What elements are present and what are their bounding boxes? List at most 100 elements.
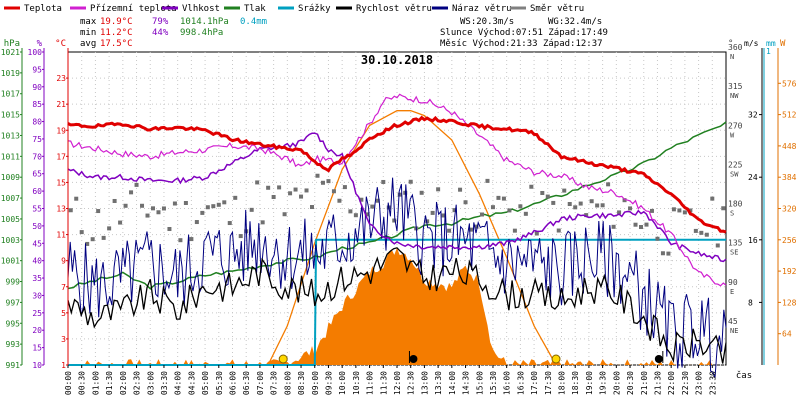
direction-point [96,209,101,214]
legend-label-smer: Směr větru [530,4,584,14]
direction-point [118,220,123,225]
temperature-line [67,115,727,234]
direction-point [441,213,446,218]
direction-point [436,187,441,192]
x-tick-label: 17:30 [544,371,553,395]
direction-point [238,234,243,239]
wind-axis-tick-label: 16 [748,236,758,245]
x-tick-label: 19:00 [585,371,594,395]
pressure-axis-unit: hPa [4,39,20,49]
stats-hum-min: 44% [152,28,169,38]
x-tick-label: 16:00 [503,371,512,395]
plot-area [67,93,727,379]
direction-point [721,206,726,211]
sun-axis-tick-label: 512 [782,111,797,120]
pressure-axis-tick-label: 1015 [1,111,20,120]
x-tick-label: 03:00 [146,371,155,395]
x-tick-label: 18:30 [571,371,580,395]
x-tick-label: 18:00 [558,371,567,395]
direction-point [573,205,578,210]
direction-point [381,179,386,184]
direction-point [282,212,287,217]
x-tick-label: 20:00 [612,371,621,395]
wind-axis-tick-label: 24 [748,173,758,182]
sun-axis-tick-label: 64 [782,330,792,339]
rain-axis-top-label: 1 [766,47,771,56]
direction-point [255,180,260,185]
direction-point [359,197,364,202]
direction-tick-label: 135 [728,239,743,248]
direction-tick-label: 225 [728,160,743,169]
x-tick-label: 08:30 [297,371,306,395]
direction-point [364,212,369,217]
direction-point [79,230,84,235]
direction-point [617,210,622,215]
ground-temp-line [67,93,727,287]
x-tick-label: 20:30 [626,371,635,395]
direction-tick-dir: SE [730,249,738,257]
sun-axis-unit: W [780,39,786,49]
legend-label-rychlost: Rychlost větru [356,4,432,14]
x-tick-label: 22:00 [667,371,676,395]
direction-tick-label: 360 [728,43,743,52]
direction-point [628,206,633,211]
direction-point [129,190,134,195]
direction-point [227,221,232,226]
x-tick-label: 00:00 [64,371,73,395]
humidity-line [67,132,727,263]
pressure-axis-tick-label: 1013 [1,131,20,140]
direction-tick-dir: NE [730,327,738,335]
direction-point [551,200,556,205]
direction-point [326,179,331,184]
x-tick-label: 09:00 [311,371,320,395]
direction-point [249,207,254,212]
humidity-axis-tick-label: 25 [32,309,42,318]
direction-point [682,210,687,215]
x-tick-label: 17:00 [530,371,539,395]
temperature-axis-tick-label: 9 [61,257,66,266]
humidity-axis-tick-label: 10 [32,361,42,370]
pressure-axis-tick-label: 1017 [1,90,20,99]
sun-axis-tick-label: 128 [782,298,797,307]
stats-label-min: min [80,28,96,38]
pressure-axis-tick-label: 1003 [1,236,20,245]
direction-point [397,192,402,197]
x-tick-label: 08:00 [283,371,292,395]
direction-point [523,211,528,216]
direction-point [490,205,495,210]
humidity-axis-tick-label: 55 [32,205,42,214]
x-tick-label: 11:00 [366,371,375,395]
x-tick-label: 07:30 [270,371,279,395]
direction-point [578,201,583,206]
pressure-axis-tick-label: 999 [6,278,21,287]
gust-line [67,177,727,379]
pressure-axis-tick-label: 997 [6,298,21,307]
moon-rise-icon [654,355,663,363]
direction-point [315,173,320,178]
x-tick-label: 14:00 [448,371,457,395]
sun-irradiance-area [68,247,726,365]
direction-point [567,202,572,207]
humidity-axis-tick-label: 85 [32,100,42,109]
direction-point [222,200,227,205]
pressure-axis-tick-label: 1021 [1,48,20,57]
pressure-axis-tick-label: 993 [6,340,21,349]
direction-tick-label: 270 [728,121,743,130]
direction-point [266,185,271,190]
stats-press-max: 1014.1hPa [180,17,229,27]
temperature-axis-tick-label: 23 [56,74,66,83]
direction-point [140,203,145,208]
pressure-axis-tick-label: 1011 [1,152,20,161]
legend-label-teplota: Teplota [24,4,62,14]
direction-point [392,218,397,223]
direction-point [112,198,117,203]
temperature-axis-tick-label: 11 [56,231,66,240]
direction-point [671,207,676,212]
direction-point [299,194,304,199]
direction-point [74,196,79,201]
x-tick-label: 14:30 [462,371,471,395]
wind-speed-line [67,247,727,364]
x-tick-label: 19:30 [599,371,608,395]
humidity-axis-tick-label: 20 [32,326,42,335]
moon-set-icon [409,355,418,363]
